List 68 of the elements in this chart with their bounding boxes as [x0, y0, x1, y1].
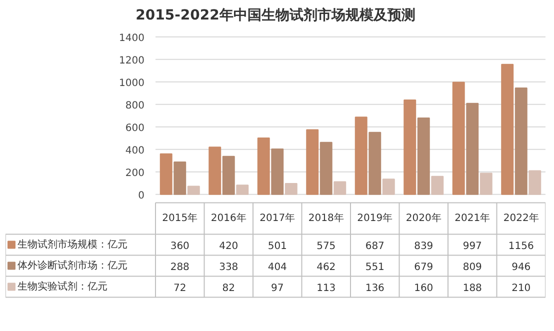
y-tick-label: 200 [125, 168, 145, 179]
data-label: 809 [462, 262, 482, 273]
data-label: 946 [512, 262, 531, 273]
x-tick-label: 2015年 [162, 212, 198, 224]
bar [354, 116, 368, 195]
data-label: 420 [219, 240, 238, 252]
data-label: 288 [170, 262, 190, 273]
y-tick-label: 1200 [119, 55, 145, 66]
data-label: 210 [512, 282, 531, 294]
y-tick-label: 600 [125, 122, 145, 134]
data-label: 687 [365, 240, 384, 252]
bar [452, 82, 465, 195]
y-tick-label: 800 [125, 100, 145, 112]
data-label: 575 [316, 240, 336, 252]
bar [417, 118, 430, 195]
data-label: 551 [365, 262, 384, 273]
data-label: 97 [271, 282, 284, 294]
x-tick-label: 2022年 [503, 212, 539, 224]
legend-label: 生物实验试剂：亿元 [18, 280, 108, 292]
bar [306, 129, 319, 195]
data-label: 113 [316, 282, 336, 294]
bar [160, 153, 172, 195]
bar [236, 184, 249, 195]
bar [466, 102, 479, 195]
data-label: 404 [268, 262, 287, 273]
y-tick-label: 0 [138, 190, 145, 202]
y-tick-label: 400 [125, 145, 145, 156]
data-label: 338 [219, 262, 238, 273]
bar [208, 146, 222, 195]
x-tick-label: 2016年 [210, 212, 246, 224]
y-tick-label: 1400 [119, 32, 145, 44]
x-tick-label: 2017年 [260, 212, 296, 224]
bar [320, 142, 332, 195]
bar [271, 148, 284, 195]
bar [174, 162, 186, 195]
data-label: 360 [170, 240, 190, 252]
bar [404, 100, 416, 195]
data-label: 82 [222, 282, 235, 294]
legend-label: 生物试剂市场规模：亿元 [18, 238, 128, 250]
data-label: 462 [316, 262, 336, 273]
data-label: 136 [365, 282, 384, 294]
x-tick-label: 2018年 [308, 212, 344, 224]
data-label: 997 [462, 240, 482, 252]
data-label: 160 [414, 282, 434, 294]
bar [514, 87, 528, 195]
data-label: 72 [174, 282, 186, 294]
legend-label: 体外诊断试剂市场：亿元 [18, 259, 128, 272]
bar [284, 182, 298, 195]
bar [501, 64, 514, 195]
bar [187, 186, 200, 195]
x-tick-label: 2019年 [357, 212, 393, 224]
bar [431, 176, 444, 195]
bar [528, 170, 542, 195]
y-tick-label: 1000 [119, 78, 145, 89]
data-label: 1156 [508, 240, 534, 252]
bar [368, 132, 382, 195]
bar [382, 178, 395, 195]
data-label: 839 [414, 240, 434, 252]
bar [222, 156, 235, 195]
bar [480, 172, 492, 195]
bar [257, 138, 270, 195]
bar [334, 181, 346, 195]
data-label: 501 [268, 240, 287, 252]
x-tick-label: 2020年 [406, 212, 442, 224]
data-label: 188 [462, 282, 482, 294]
x-tick-label: 2021年 [454, 212, 490, 224]
data-label: 679 [414, 262, 434, 273]
chart-title: 2015-2022年中国生物试剂市场规模及预测 [136, 6, 416, 24]
